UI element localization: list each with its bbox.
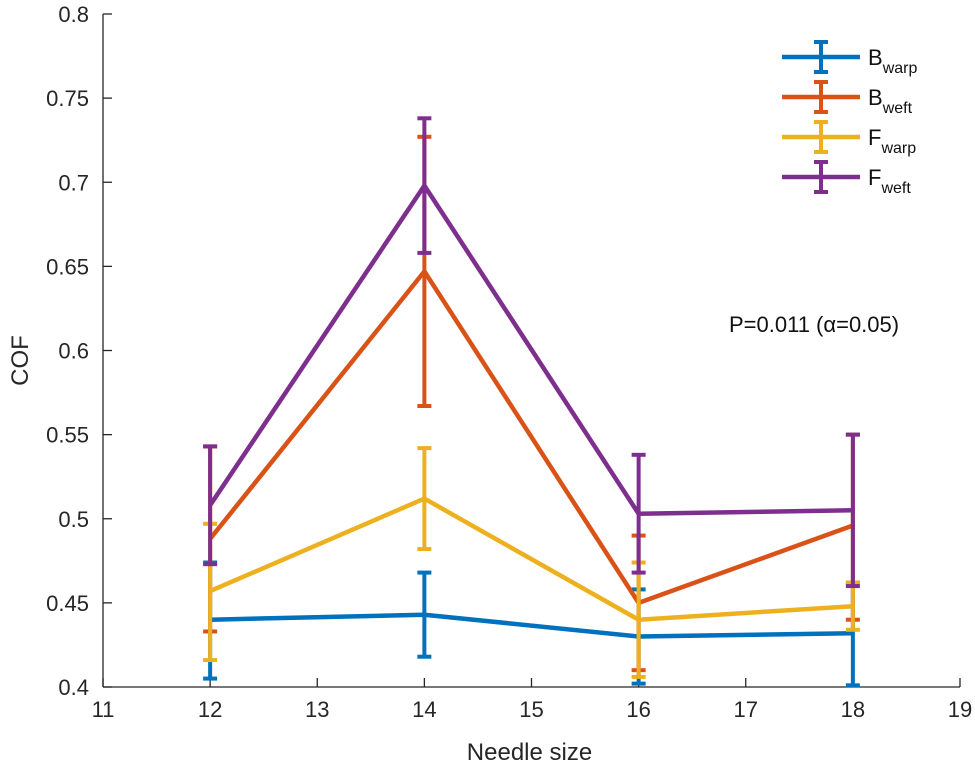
- series-line: [210, 612, 853, 639]
- legend-label: Bweft: [868, 85, 913, 117]
- y-tick-label: 0.7: [58, 170, 89, 195]
- legend-label-subscript: weft: [882, 100, 913, 117]
- legend-label: Bwarp: [868, 45, 917, 77]
- x-tick-label: 11: [92, 697, 115, 722]
- x-tick-label: 12: [198, 697, 222, 722]
- y-tick-label: 0.65: [46, 254, 89, 279]
- y-axis-label: COF: [7, 335, 34, 386]
- p-value-annotation: P=0.011 (α=0.05): [729, 312, 899, 337]
- series-line: [209, 496, 854, 622]
- legend-label: Fwarp: [868, 125, 916, 157]
- legend-item-f-weft: Fweft: [782, 160, 911, 197]
- x-tick-label: 14: [412, 697, 436, 722]
- y-tick-label: 0.5: [58, 507, 89, 532]
- series-f-warp: [203, 446, 860, 679]
- y-tick-label: 0.75: [46, 86, 89, 111]
- legend-label-main: F: [868, 125, 881, 150]
- legend-item-b-warp: Bwarp: [782, 40, 917, 77]
- legend-label-main: B: [868, 45, 883, 70]
- legend-label-subscript: weft: [880, 180, 911, 197]
- legend-label-subscript: warp: [882, 60, 918, 77]
- x-tick-label: 18: [841, 697, 865, 722]
- x-tick-label: 16: [626, 697, 650, 722]
- x-tick-label: 15: [519, 697, 543, 722]
- series-f-weft: [203, 116, 860, 589]
- legend-item-f-warp: Fwarp: [782, 120, 916, 157]
- y-tick-label: 0.45: [46, 591, 89, 616]
- x-tick-label: 19: [948, 697, 972, 722]
- y-tick-label: 0.8: [58, 2, 89, 27]
- y-tick-label: 0.6: [58, 339, 89, 364]
- series-b-warp: [203, 560, 860, 688]
- y-tick-label: 0.55: [46, 423, 89, 448]
- axes: 11 12 13 14 15 16 17 18 19 0.4 0.45 0.5 0.55 0.6 0.65 0…: [7, 2, 972, 766]
- legend-label-main: B: [868, 85, 883, 110]
- legend-label-main: F: [868, 165, 881, 190]
- series-line: [208, 183, 853, 516]
- y-tick-label: 0.4: [58, 675, 89, 700]
- x-tick-label: 17: [734, 697, 758, 722]
- series-layer: [203, 116, 860, 688]
- x-axis-label: Needle size: [467, 739, 592, 766]
- x-tick-label: 13: [305, 697, 329, 722]
- legend-label: Fweft: [868, 165, 911, 197]
- legend-item-b-weft: Bweft: [782, 80, 913, 117]
- legend-label-subscript: warp: [880, 140, 916, 157]
- series-line: [208, 269, 854, 606]
- series-b-weft: [203, 134, 860, 673]
